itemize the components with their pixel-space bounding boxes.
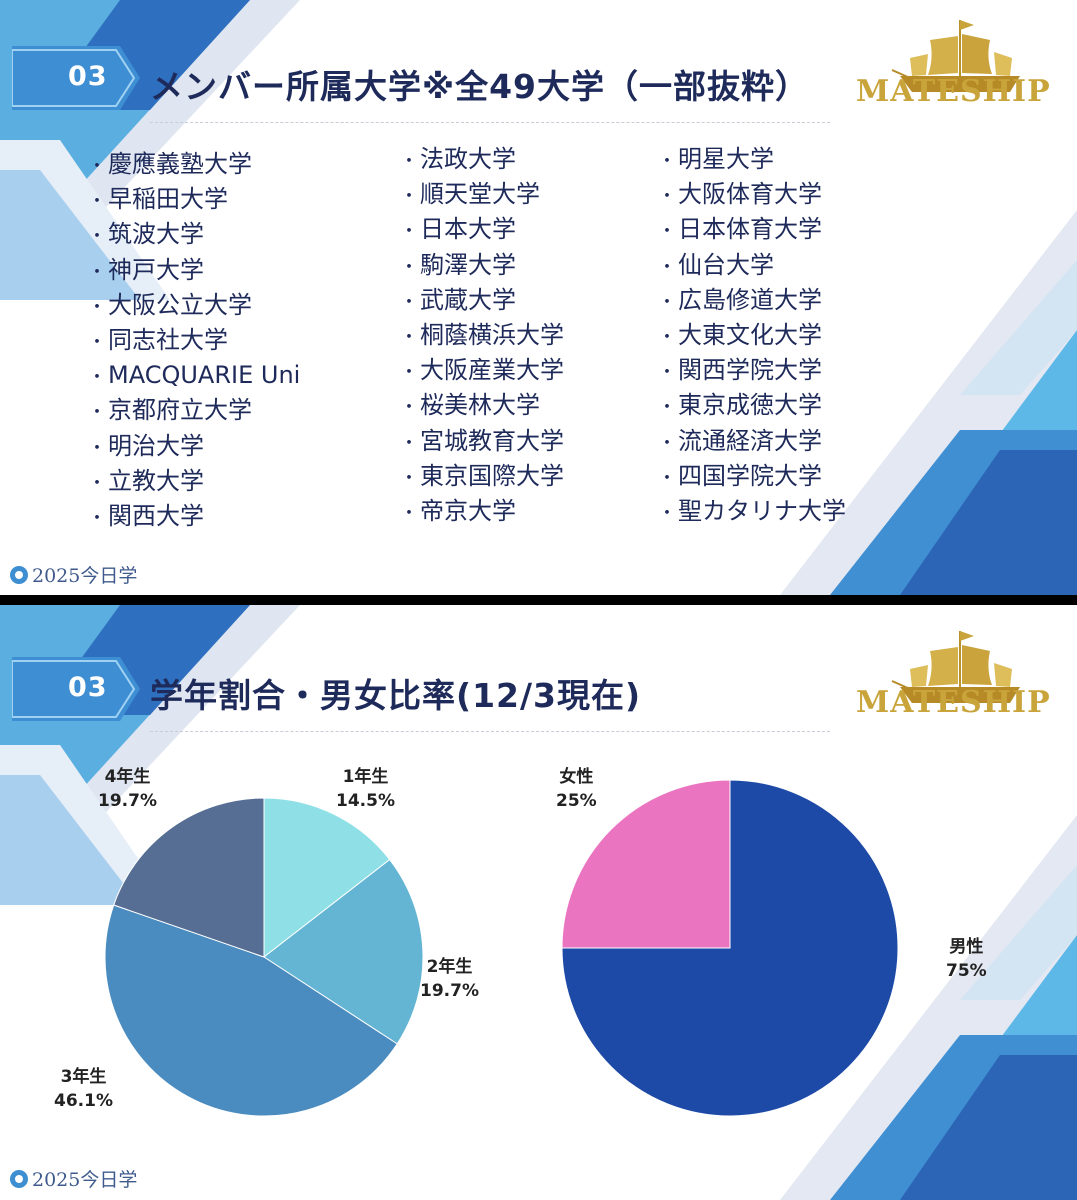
list-item: ・関西大学 [88,501,204,530]
list-item: ・明治大学 [88,431,204,460]
section-badge: 03 [11,657,140,721]
list-item: ・大阪産業大学 [400,356,564,385]
slide-universities: 03 メンバー所属大学※全49大学（一部抜粋） MATESHIP ・慶應義塾大学… [0,0,1077,595]
slide-decoration [0,0,1077,595]
pie-label-male: 男性 75% [946,937,987,981]
list-item: ・慶應義塾大学 [88,150,252,178]
grade-pie-chart [104,797,424,1117]
pie-label-grade-2: 2年生 19.7% [420,957,479,1001]
slide-demographics: 03 学年割合・男女比率(12/3現在) MATESHIP 1年生 14.5% 2… [0,605,1077,1200]
list-item: ・早稲田大学 [88,185,228,214]
list-item: ・神戸大学 [88,255,204,284]
pie-slice-female [561,779,731,949]
list-item: ・筑波大学 [88,220,204,249]
list-item: ・法政大学 [400,145,516,173]
list-item: ・日本大学 [400,215,516,244]
page-title: メンバー所属大学※全49大学（一部抜粋） [150,67,810,106]
list-item: ・大阪体育大学 [658,180,822,209]
list-item: ・駒澤大学 [400,250,516,279]
list-item: ・広島修道大学 [658,285,822,314]
list-item: ・MACQUARIE Uni [88,361,301,390]
list-item: ・帝京大学 [400,496,516,525]
section-number: 03 [68,672,108,703]
pie-label-grade-3: 3年生 46.1% [54,1067,113,1111]
section-number: 03 [68,61,108,92]
list-item: ・明星大学 [658,145,774,173]
badge-arrow-shape [11,657,140,721]
list-item: ・大東文化大学 [658,320,822,349]
mateship-logo: MATESHIP [850,629,1055,721]
pie-label-grade-1: 1年生 14.5% [336,767,395,811]
list-item: ・宮城教育大学 [400,426,564,455]
list-item: ・東京成徳大学 [658,391,822,420]
section-badge: 03 [11,46,140,110]
list-item: ・関西学院大学 [658,356,822,385]
pie-slice-grade-4 [113,797,265,958]
pie-label-grade-4: 4年生 19.7% [98,767,157,811]
footer-copyright: 2025今日学 [10,561,137,588]
pie-label-female: 女性 25% [556,767,597,811]
pie-slice-grade-2 [263,858,424,1045]
pie-slice-grade-1 [263,797,391,959]
list-item: ・仙台大学 [658,250,774,279]
university-column-3: ・明星大学 ・大阪体育大学 ・日本体育大学 ・仙台大学 ・広島修道大学 ・大東文… [658,142,846,529]
ship-icon [891,631,1020,703]
logo-wordmark: MATESHIP [856,685,1051,720]
list-item: ・東京国際大学 [400,461,564,490]
mateship-logo: MATESHIP [850,18,1055,110]
list-item: ・桜美林大学 [400,391,540,420]
university-column-1: ・慶應義塾大学 ・早稲田大学 ・筑波大学 ・神戸大学 ・大阪公立大学 ・同志社大… [88,147,300,534]
list-item: ・日本体育大学 [658,215,822,244]
badge-arrow-shape [11,46,140,110]
logo-wordmark: MATESHIP [856,74,1051,109]
footer-copyright: 2025今日学 [10,1165,137,1192]
list-item: ・武蔵大学 [400,285,516,314]
pie-slice-grade-3 [104,904,398,1117]
pie-slice-male [561,779,899,1117]
footer-logo-icon [10,1170,28,1188]
list-item: ・桐蔭横浜大学 [400,320,564,349]
list-item: ・京都府立大学 [88,396,252,425]
list-item: ・流通経済大学 [658,426,822,455]
university-column-2: ・法政大学 ・順天堂大学 ・日本大学 ・駒澤大学 ・武蔵大学 ・桐蔭横浜大学 ・… [400,142,564,529]
list-item: ・大阪公立大学 [88,290,252,319]
list-item: ・立教大学 [88,466,204,495]
list-item: ・順天堂大学 [400,180,540,209]
list-item: ・聖カタリナ大学 [658,496,846,525]
title-divider [150,122,830,123]
list-item: ・四国学院大学 [658,461,822,490]
gender-pie-chart [561,779,899,1117]
page-title: 学年割合・男女比率(12/3現在) [150,676,642,715]
footer-logo-icon [10,566,28,584]
list-item: ・同志社大学 [88,325,228,354]
ship-icon [891,20,1020,92]
title-divider [150,731,830,732]
